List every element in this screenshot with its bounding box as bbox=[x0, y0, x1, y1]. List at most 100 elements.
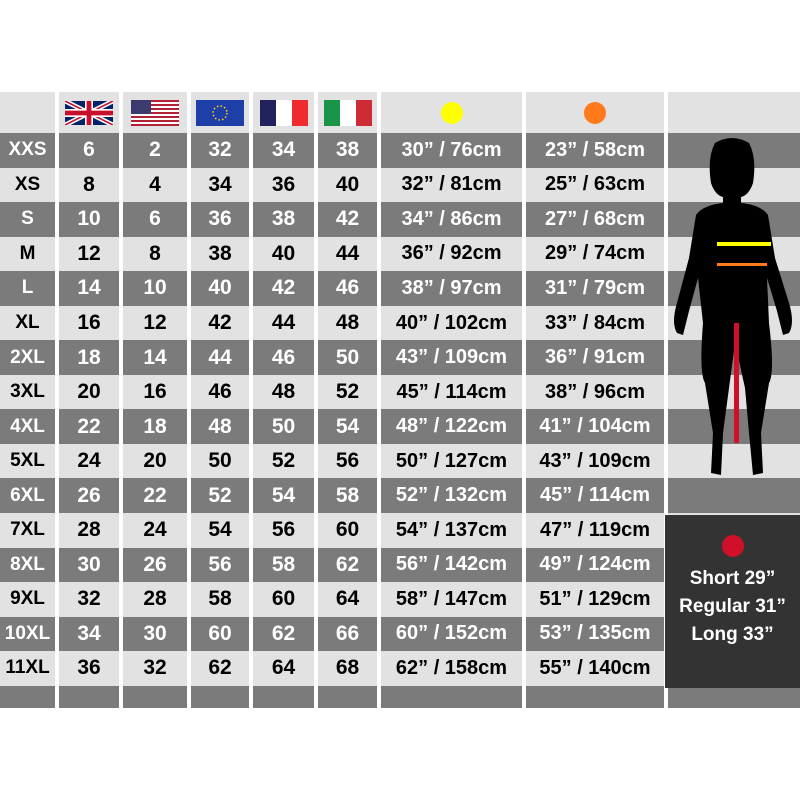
bust-measure: 38” / 97cm bbox=[381, 271, 522, 306]
uk-size: 28 bbox=[59, 513, 119, 548]
us-size: 8 bbox=[123, 236, 187, 272]
it-size: 54 bbox=[318, 409, 377, 444]
footer-strip bbox=[526, 685, 664, 708]
header-italy bbox=[318, 92, 377, 133]
waist-measure: 38” / 96cm bbox=[526, 374, 664, 410]
waist-measure: 55” / 140cm bbox=[526, 651, 664, 686]
fr-size: 36 bbox=[253, 167, 314, 203]
uk-size: 14 bbox=[59, 271, 119, 306]
waist-measure: 27” / 68cm bbox=[526, 202, 664, 237]
us-size: 22 bbox=[123, 478, 187, 514]
it-size: 58 bbox=[318, 478, 377, 514]
eu-flag-icon bbox=[196, 99, 244, 126]
us-size: 16 bbox=[123, 374, 187, 410]
header-waist bbox=[526, 92, 664, 133]
inseam-line bbox=[734, 323, 739, 443]
fr-size: 60 bbox=[253, 582, 314, 617]
size-label: 11XL bbox=[0, 651, 55, 686]
uk-size: 20 bbox=[59, 374, 119, 410]
us-size: 24 bbox=[123, 513, 187, 548]
footer-strip bbox=[253, 685, 314, 708]
eu-size: 48 bbox=[191, 409, 249, 444]
inseam-short: Short 29” bbox=[689, 568, 776, 589]
bust-color-dot-icon bbox=[440, 101, 463, 124]
woman-silhouette-icon bbox=[674, 138, 792, 475]
waist-measure: 31” / 79cm bbox=[526, 271, 664, 306]
it-size: 40 bbox=[318, 167, 377, 203]
bust-measure: 48” / 122cm bbox=[381, 409, 522, 444]
waist-measure: 41” / 104cm bbox=[526, 409, 664, 444]
bust-line bbox=[717, 242, 771, 246]
waist-measure: 36” / 91cm bbox=[526, 340, 664, 375]
inseam-color-dot-icon bbox=[721, 535, 744, 557]
waist-measure: 25” / 63cm bbox=[526, 167, 664, 203]
eu-size: 42 bbox=[191, 305, 249, 341]
us-size: 2 bbox=[123, 133, 187, 168]
it-size: 66 bbox=[318, 616, 377, 652]
size-label: 8XL bbox=[0, 547, 55, 583]
fr-size: 46 bbox=[253, 340, 314, 375]
eu-size: 36 bbox=[191, 202, 249, 237]
bust-measure: 60” / 152cm bbox=[381, 616, 522, 652]
bust-measure: 56” / 142cm bbox=[381, 547, 522, 583]
fr-size: 48 bbox=[253, 374, 314, 410]
bust-measure: 32” / 81cm bbox=[381, 167, 522, 203]
uk-size: 10 bbox=[59, 202, 119, 237]
waist-measure: 43” / 109cm bbox=[526, 443, 664, 479]
eu-size: 54 bbox=[191, 513, 249, 548]
us-size: 28 bbox=[123, 582, 187, 617]
uk-size: 18 bbox=[59, 340, 119, 375]
fr-size: 40 bbox=[253, 236, 314, 272]
it-size: 38 bbox=[318, 133, 377, 168]
footer-strip bbox=[0, 685, 55, 708]
inseam-length-box: Short 29” Regular 31” Long 33” bbox=[665, 515, 800, 688]
waist-measure: 23” / 58cm bbox=[526, 133, 664, 168]
header-eu bbox=[191, 92, 249, 133]
waist-measure: 29” / 74cm bbox=[526, 236, 664, 272]
us-size: 6 bbox=[123, 202, 187, 237]
uk-size: 22 bbox=[59, 409, 119, 444]
italy-flag-icon bbox=[323, 99, 372, 126]
header-bust bbox=[381, 92, 522, 133]
bust-measure: 50” / 127cm bbox=[381, 443, 522, 479]
waist-measure: 45” / 114cm bbox=[526, 478, 664, 514]
france-flag-icon bbox=[259, 99, 308, 126]
us-size: 18 bbox=[123, 409, 187, 444]
it-size: 44 bbox=[318, 236, 377, 272]
footer-strip bbox=[318, 685, 377, 708]
eu-size: 32 bbox=[191, 133, 249, 168]
waist-color-dot-icon bbox=[584, 101, 606, 124]
us-size: 20 bbox=[123, 443, 187, 479]
bust-measure: 30” / 76cm bbox=[381, 133, 522, 168]
footer-strip bbox=[381, 685, 522, 708]
fr-size: 56 bbox=[253, 513, 314, 548]
footer-strip bbox=[123, 685, 187, 708]
bust-measure: 45” / 114cm bbox=[381, 374, 522, 410]
us-size: 14 bbox=[123, 340, 187, 375]
waist-measure: 51” / 129cm bbox=[526, 582, 664, 617]
us-flag-icon bbox=[131, 99, 179, 126]
size-label: 7XL bbox=[0, 513, 55, 548]
it-size: 56 bbox=[318, 443, 377, 479]
size-label: 9XL bbox=[0, 582, 55, 617]
size-label: XL bbox=[0, 305, 55, 341]
inseam-long: Long 33” bbox=[691, 624, 774, 645]
eu-size: 52 bbox=[191, 478, 249, 514]
bust-measure: 43” / 109cm bbox=[381, 340, 522, 375]
eu-size: 40 bbox=[191, 271, 249, 306]
size-label: XS bbox=[0, 167, 55, 203]
size-label: 4XL bbox=[0, 409, 55, 444]
waist-measure: 53” / 135cm bbox=[526, 616, 664, 652]
eu-size: 58 bbox=[191, 582, 249, 617]
eu-size: 34 bbox=[191, 167, 249, 203]
eu-size: 56 bbox=[191, 547, 249, 583]
fr-size: 42 bbox=[253, 271, 314, 306]
header-us bbox=[123, 92, 187, 133]
figure-stripe bbox=[668, 478, 800, 514]
size-label: 3XL bbox=[0, 374, 55, 410]
eu-size: 44 bbox=[191, 340, 249, 375]
size-label: 10XL bbox=[0, 616, 55, 652]
header-uk bbox=[59, 92, 119, 133]
footer-strip bbox=[191, 685, 249, 708]
fr-size: 54 bbox=[253, 478, 314, 514]
